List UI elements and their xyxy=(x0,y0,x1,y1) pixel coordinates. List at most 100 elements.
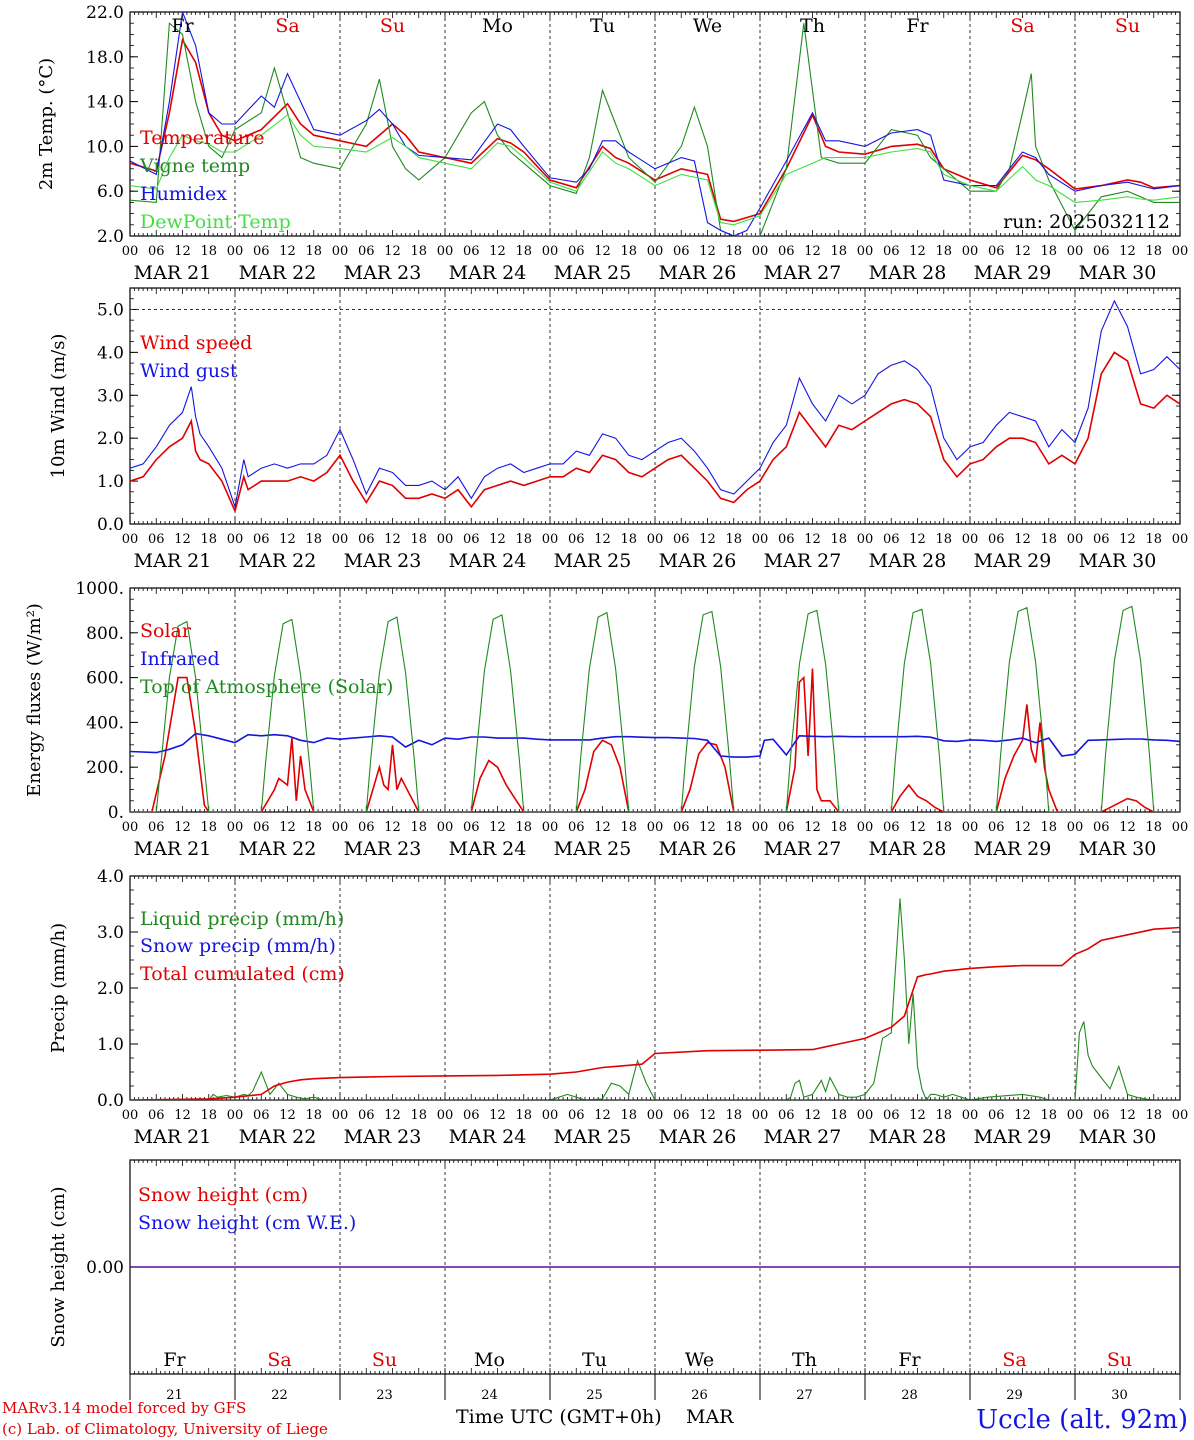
date-label: MAR 21 xyxy=(134,1126,212,1148)
hour-tick-label: 00 xyxy=(962,1108,979,1123)
time-axis-title: Time UTC (GMT+0h) xyxy=(456,1406,662,1428)
y-tick-label: 22.0 xyxy=(86,3,124,23)
day-name: Fr xyxy=(171,15,194,37)
hour-tick-label: 18 xyxy=(935,532,952,547)
y-tick-label: 6.0 xyxy=(97,182,124,202)
date-label: MAR 26 xyxy=(659,838,737,860)
hour-tick-label: 18 xyxy=(200,244,217,259)
hour-tick-label: 18 xyxy=(410,1108,427,1123)
day-name: Fr xyxy=(163,1349,186,1371)
hour-tick-label: 12 xyxy=(1119,1108,1136,1123)
date-label: MAR 30 xyxy=(1079,262,1157,284)
hour-tick-label: 18 xyxy=(1145,244,1162,259)
day-number: 22 xyxy=(271,1388,288,1403)
hour-tick-label: 12 xyxy=(489,244,506,259)
day-name: We xyxy=(693,15,722,37)
hour-tick-label: 18 xyxy=(1040,820,1057,835)
y-tick-label: 5.0 xyxy=(97,300,124,320)
panel-2: 0.0 1.0 2.0 3.0 4.0 5.0 10m Wind (m/s) Wind spe… xyxy=(48,287,1188,572)
legend-entry: Wind gust xyxy=(140,360,238,382)
hour-tick-label: 18 xyxy=(305,820,322,835)
date-label: MAR 25 xyxy=(554,838,632,860)
hour-tick-label: 18 xyxy=(620,244,637,259)
hour-tick-label: 12 xyxy=(384,820,401,835)
hour-tick-label: 12 xyxy=(594,1108,611,1123)
day-name: Tu xyxy=(590,15,615,37)
day-name: Mo xyxy=(474,1349,505,1371)
hour-tick-label: 00 xyxy=(542,1108,559,1123)
hour-tick-label: 18 xyxy=(725,820,742,835)
hour-tick-label: 12 xyxy=(489,1108,506,1123)
series-line-liquid-precip-mm-h- xyxy=(130,898,1180,1100)
date-label: MAR 22 xyxy=(239,262,317,284)
hour-tick-label: 18 xyxy=(410,532,427,547)
y-tick-label: 600. xyxy=(86,669,124,689)
date-label: MAR 26 xyxy=(659,1126,737,1148)
y-tick-label: 3.0 xyxy=(97,923,124,943)
hour-tick-label: 12 xyxy=(279,820,296,835)
legend-entry: Total cumulated (cm) xyxy=(140,963,345,985)
day-name: Su xyxy=(1115,15,1140,37)
y-tick-label: 10.0 xyxy=(86,137,124,157)
legend-entry: Solar xyxy=(140,620,192,642)
hour-tick-label: 00 xyxy=(437,820,454,835)
hour-tick-label: 06 xyxy=(988,820,1005,835)
hour-tick-label: 06 xyxy=(883,1108,900,1123)
date-label: MAR 25 xyxy=(554,550,632,572)
day-name: Sa xyxy=(1010,15,1034,37)
y-tick-label: 4.0 xyxy=(97,867,124,887)
hour-tick-label: 18 xyxy=(725,532,742,547)
hour-tick-label: 12 xyxy=(489,532,506,547)
hour-tick-label: 06 xyxy=(568,1108,585,1123)
date-label: MAR 21 xyxy=(134,550,212,572)
hour-tick-label: 06 xyxy=(148,1108,165,1123)
hour-tick-label: 12 xyxy=(489,820,506,835)
hour-tick-label: 00 xyxy=(1067,532,1084,547)
hour-tick-label: 00 xyxy=(857,532,874,547)
hour-tick-label: 00 xyxy=(857,1108,874,1123)
hour-tick-label: 00 xyxy=(962,244,979,259)
hour-tick-label: 06 xyxy=(883,820,900,835)
hour-tick-label: 18 xyxy=(515,532,532,547)
footer: MARv3.14 model forced by GFS (c) Lab. of… xyxy=(2,1399,1188,1438)
series-line-total-cumulated-cm- xyxy=(130,926,1180,1100)
hour-tick-label: 06 xyxy=(673,244,690,259)
hour-tick-label: 00 xyxy=(752,1108,769,1123)
model-credit-line2: (c) Lab. of Climatology, University of L… xyxy=(2,1420,328,1438)
hour-tick-label: 18 xyxy=(515,820,532,835)
day-name: Mo xyxy=(482,15,513,37)
day-name: Th xyxy=(792,1349,817,1371)
hour-tick-label: 00 xyxy=(227,820,244,835)
y-tick-label: 0.0 xyxy=(97,1091,124,1111)
y-tick-label: 0.00 xyxy=(86,1258,124,1278)
hour-tick-label: 12 xyxy=(699,532,716,547)
hour-tick-label: 06 xyxy=(463,532,480,547)
y-tick-label: 4.0 xyxy=(97,343,124,363)
hour-tick-label: 12 xyxy=(804,1108,821,1123)
day-name: Fr xyxy=(898,1349,921,1371)
day-number: 21 xyxy=(166,1388,183,1403)
day-name: Fr xyxy=(906,15,929,37)
hour-tick-label: 00 xyxy=(332,1108,349,1123)
date-label: MAR 28 xyxy=(869,262,947,284)
date-label: MAR 21 xyxy=(134,262,212,284)
hour-tick-label: 00 xyxy=(437,244,454,259)
date-label: MAR 23 xyxy=(344,838,422,860)
hour-tick-label: 06 xyxy=(253,244,270,259)
hour-tick-label: 12 xyxy=(1014,1108,1031,1123)
hour-tick-label: 00 xyxy=(332,532,349,547)
y-axis-title: Energy fluxes (W/m²) xyxy=(24,603,45,797)
date-label: MAR 23 xyxy=(344,262,422,284)
legend-entry: Snow height (cm) xyxy=(138,1184,308,1206)
hour-tick-label: 18 xyxy=(830,532,847,547)
hour-tick-label: 06 xyxy=(253,532,270,547)
date-label: MAR 27 xyxy=(764,550,842,572)
hour-tick-label: 06 xyxy=(568,532,585,547)
hour-tick-label: 06 xyxy=(358,820,375,835)
hour-tick-label: 12 xyxy=(1119,244,1136,259)
series-group xyxy=(130,926,1180,1100)
legend-entry: DewPoint Temp xyxy=(140,211,291,233)
hour-tick-label: 00 xyxy=(752,820,769,835)
day-name: Sa xyxy=(267,1349,291,1371)
hour-tick-label: 12 xyxy=(174,820,191,835)
